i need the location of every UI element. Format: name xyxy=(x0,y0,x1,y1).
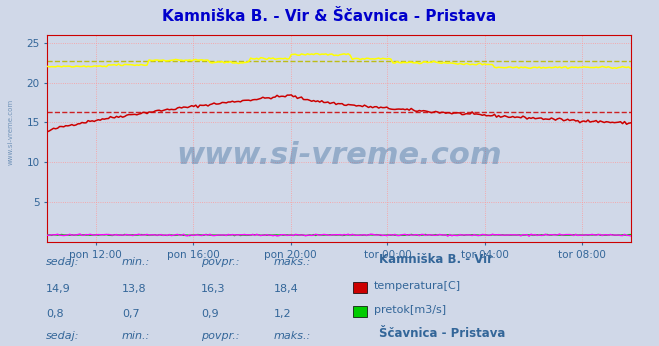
Text: sedaj:: sedaj: xyxy=(46,257,80,267)
Text: 0,8: 0,8 xyxy=(46,309,64,319)
Text: maks.:: maks.: xyxy=(273,331,311,341)
Text: 1,2: 1,2 xyxy=(273,309,291,319)
Text: www.si-vreme.com: www.si-vreme.com xyxy=(176,140,502,170)
Text: pretok[m3/s]: pretok[m3/s] xyxy=(374,305,445,315)
Text: povpr.:: povpr.: xyxy=(201,331,239,341)
Text: Kamniška B. - Vir: Kamniška B. - Vir xyxy=(379,253,493,266)
Text: 18,4: 18,4 xyxy=(273,284,299,294)
Text: 16,3: 16,3 xyxy=(201,284,225,294)
Text: min.:: min.: xyxy=(122,331,150,341)
Text: min.:: min.: xyxy=(122,257,150,267)
Text: sedaj:: sedaj: xyxy=(46,331,80,341)
Text: 13,8: 13,8 xyxy=(122,284,146,294)
Text: www.si-vreme.com: www.si-vreme.com xyxy=(8,98,14,165)
Text: Kamniška B. - Vir & Ščavnica - Pristava: Kamniška B. - Vir & Ščavnica - Pristava xyxy=(162,9,497,24)
Text: temperatura[C]: temperatura[C] xyxy=(374,281,461,291)
Text: 14,9: 14,9 xyxy=(46,284,71,294)
Text: 0,7: 0,7 xyxy=(122,309,140,319)
Text: Ščavnica - Pristava: Ščavnica - Pristava xyxy=(379,327,505,340)
Text: 0,9: 0,9 xyxy=(201,309,219,319)
Text: maks.:: maks.: xyxy=(273,257,311,267)
Text: povpr.:: povpr.: xyxy=(201,257,239,267)
